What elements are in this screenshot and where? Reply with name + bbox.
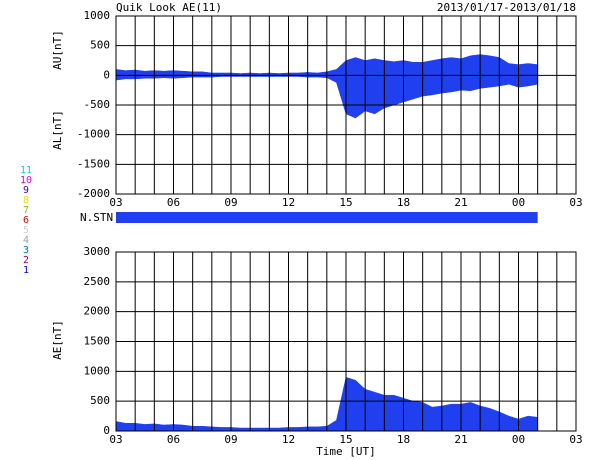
y-axis-label: AL[nT] <box>51 110 64 150</box>
y-axis-label: AU[nT] <box>51 30 64 70</box>
station-legend-entry: 1 <box>23 265 29 276</box>
y-tick-label: -500 <box>84 98 111 111</box>
y-tick-label: 2000 <box>84 305 111 318</box>
y-tick-label: 0 <box>103 424 110 437</box>
x-tick-label: 03 <box>569 196 582 209</box>
station-legend-entry: 9 <box>23 185 29 196</box>
area <box>115 75 538 119</box>
x-tick-label: 03 <box>569 433 582 446</box>
x-axis-label: Time [UT] <box>316 445 376 458</box>
x-tick-label: 18 <box>397 196 410 209</box>
station-legend-entry: 2 <box>23 255 29 266</box>
y-tick-label: 1000 <box>84 364 111 377</box>
x-tick-label: 03 <box>109 196 122 209</box>
x-tick-label: 12 <box>282 433 295 446</box>
y-tick-label: 1500 <box>84 335 111 348</box>
x-tick-label: 15 <box>339 433 352 446</box>
area <box>115 54 538 76</box>
stations-bar <box>116 212 538 223</box>
station-legend-entry: 4 <box>23 235 29 246</box>
x-tick-label: 21 <box>454 196 467 209</box>
x-tick-label: 03 <box>109 433 122 446</box>
x-tick-label: 06 <box>167 196 180 209</box>
x-tick-label: 09 <box>224 433 237 446</box>
station-legend-entry: 6 <box>23 215 29 226</box>
x-tick-label: 12 <box>282 196 295 209</box>
y-axis-label: AE[nT] <box>51 320 64 360</box>
y-tick-label: 1000 <box>84 9 111 22</box>
station-legend-entry: 7 <box>23 205 29 216</box>
x-tick-label: 18 <box>397 433 410 446</box>
y-tick-label: 0 <box>103 68 110 81</box>
y-tick-label: 500 <box>90 394 110 407</box>
x-tick-label: 15 <box>339 196 352 209</box>
y-tick-label: 2500 <box>84 275 111 288</box>
station-legend-entry: 10 <box>20 175 32 186</box>
x-tick-label: 00 <box>512 433 525 446</box>
station-legend-entry: 11 <box>20 165 32 176</box>
x-tick-label: 09 <box>224 196 237 209</box>
y-tick-label: 500 <box>90 39 110 52</box>
station-legend-entry: 5 <box>23 225 29 236</box>
y-tick-label: -2000 <box>77 187 110 200</box>
x-tick-label: 06 <box>167 433 180 446</box>
y-tick-label: -1000 <box>77 128 110 141</box>
area <box>115 376 538 432</box>
y-tick-label: -1500 <box>77 157 110 170</box>
date-range: 2013/01/17-2013/01/18 <box>437 1 576 14</box>
station-legend-entry: 8 <box>23 195 29 206</box>
x-tick-label: 21 <box>454 433 467 446</box>
station-legend-entry: 3 <box>23 245 29 256</box>
x-tick-label: 00 <box>512 196 525 209</box>
chart-title: Quik Look AE(11) <box>116 1 222 14</box>
stations-label: N.STN <box>80 211 113 224</box>
y-tick-label: 3000 <box>84 245 111 258</box>
